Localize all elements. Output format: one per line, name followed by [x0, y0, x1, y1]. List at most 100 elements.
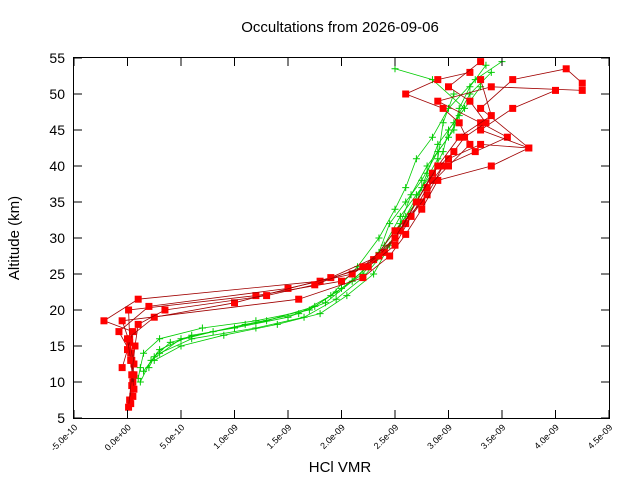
- data-point: [434, 176, 442, 184]
- data-point: [136, 378, 144, 386]
- data-point: [130, 385, 138, 393]
- data-point: [130, 360, 138, 368]
- y-tick-label: 35: [49, 194, 65, 210]
- data-point: [428, 169, 436, 177]
- chart-title: Occultations from 2026-09-06: [241, 19, 439, 36]
- green-profile-3: [140, 68, 495, 375]
- data-point: [370, 270, 378, 278]
- data-point: [445, 83, 452, 91]
- profile-line: [159, 93, 455, 354]
- data-point: [241, 320, 249, 328]
- data-point: [198, 324, 206, 332]
- x-axis-label: HCl VMR: [309, 459, 372, 476]
- profile-line: [143, 72, 492, 372]
- data-point: [343, 292, 351, 300]
- x-tick-label: 3.5e-09: [479, 422, 508, 451]
- x-tick-label: -5.0e-10: [49, 422, 80, 453]
- data-point: [439, 119, 447, 127]
- data-point: [487, 68, 495, 76]
- data-point: [461, 133, 469, 141]
- profile-line: [127, 61, 487, 390]
- data-point: [423, 191, 431, 199]
- data-point: [418, 205, 426, 213]
- data-point: [128, 382, 136, 390]
- data-point: [127, 400, 135, 408]
- data-point: [450, 90, 458, 98]
- data-point: [134, 295, 142, 303]
- data-point: [477, 76, 485, 84]
- green-profile-1: [134, 61, 490, 382]
- data-point: [359, 263, 367, 271]
- red-profile-6: [125, 76, 495, 411]
- x-tick-label: 1.0e-09: [211, 422, 240, 451]
- data-point: [482, 119, 490, 127]
- data-point: [434, 162, 442, 170]
- data-point: [118, 317, 126, 325]
- data-point: [188, 335, 196, 343]
- data-point: [391, 227, 399, 235]
- data-point: [477, 140, 485, 148]
- x-tick-label: 3.0e-09: [425, 422, 454, 451]
- profile-line: [128, 68, 583, 404]
- data-point: [300, 313, 308, 321]
- y-tick-label: 15: [49, 338, 65, 354]
- data-point: [402, 90, 410, 98]
- data-point: [503, 133, 511, 141]
- x-tick-label: 4.0e-09: [532, 422, 561, 451]
- data-point: [127, 356, 135, 364]
- y-tick-label: 5: [57, 410, 65, 426]
- data-point: [391, 205, 399, 213]
- x-tick-label: 1.5e-09: [265, 422, 294, 451]
- data-point: [509, 76, 517, 84]
- data-point: [263, 292, 271, 300]
- data-point: [124, 346, 131, 354]
- data-point: [428, 133, 436, 141]
- data-point: [552, 86, 559, 94]
- data-point: [380, 248, 388, 256]
- data-point: [455, 133, 463, 141]
- green-profile-6: [156, 90, 458, 357]
- plot-frame: [73, 57, 610, 419]
- data-point: [295, 295, 303, 303]
- data-point: [124, 335, 131, 343]
- data-point: [129, 328, 137, 336]
- data-point: [156, 335, 164, 343]
- data-point: [466, 68, 474, 76]
- y-tick-label: 10: [49, 374, 65, 390]
- data-point: [332, 295, 340, 303]
- data-point: [140, 349, 148, 357]
- data-point: [423, 184, 431, 192]
- data-point: [445, 133, 452, 141]
- profile-line: [154, 86, 481, 361]
- data-point: [487, 112, 495, 120]
- data-point: [391, 65, 399, 73]
- data-point: [412, 155, 420, 163]
- data-point: [252, 324, 260, 332]
- data-point: [311, 281, 319, 289]
- data-point: [327, 292, 335, 300]
- data-point: [177, 335, 185, 343]
- red-profile-5: [124, 58, 490, 393]
- data-point: [364, 263, 372, 271]
- data-point: [147, 356, 155, 364]
- data-point: [131, 342, 139, 350]
- data-point: [391, 234, 399, 242]
- data-point: [359, 274, 367, 282]
- x-tick-label: 2.0e-09: [318, 422, 347, 451]
- data-point: [487, 83, 495, 91]
- data-point: [284, 313, 292, 321]
- data-point: [466, 97, 474, 105]
- data-point: [386, 252, 394, 260]
- data-point: [375, 234, 383, 242]
- data-point: [439, 162, 447, 170]
- data-point: [423, 162, 431, 170]
- data-point: [327, 274, 335, 282]
- x-tick-label: 2.5e-09: [372, 422, 401, 451]
- data-point: [127, 349, 135, 357]
- data-point: [509, 104, 517, 112]
- x-tick-label: 4.5e-09: [586, 422, 615, 451]
- y-tick-label: 45: [49, 122, 65, 138]
- data-point: [434, 76, 442, 84]
- data-point: [316, 277, 324, 285]
